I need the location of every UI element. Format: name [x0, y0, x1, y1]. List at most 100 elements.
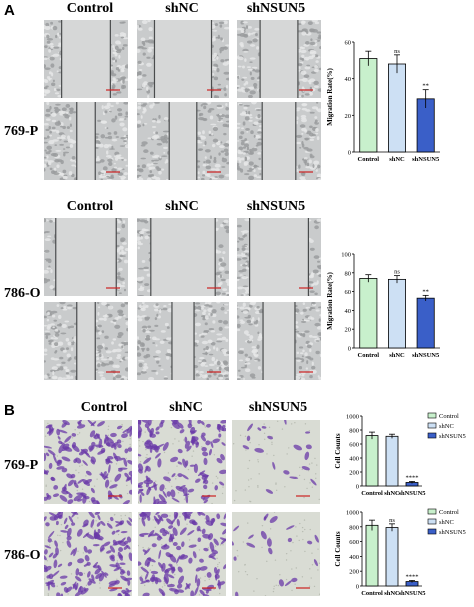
micrograph-transwell-786o-shnsun5 [232, 512, 320, 596]
x-tick-label: Control [358, 352, 380, 359]
micrograph-transwell-769p-control [44, 420, 132, 504]
micrograph-transwell-769p-shnsun5 [232, 420, 320, 504]
y-tick-label: 0 [356, 484, 359, 491]
column-title-shnc-a: shNC [165, 1, 199, 16]
y-tick-label: 200 [349, 569, 359, 576]
row-label-786o-b: 786-O [4, 548, 41, 563]
y-tick-label: 100 [341, 252, 351, 259]
column-title-shnsun5-a: shNSUN5 [246, 1, 306, 16]
y-tick-label: 800 [349, 524, 359, 531]
column-title-control-a2: Control [66, 199, 114, 214]
micrograph-769p-shnsun5-0h [237, 20, 321, 98]
column-title-shnsun5-a2: shNSUN5 [246, 199, 306, 214]
legend-swatch [427, 508, 437, 515]
legend-entry: Control [439, 509, 459, 516]
row-label-769p-a: 769-P [4, 124, 39, 139]
legend-entry: Control [439, 413, 459, 420]
panel-letter-b: B [4, 402, 15, 419]
x-tick-label: shNC [389, 156, 405, 163]
bar [388, 63, 407, 153]
column-title-control-a: Control [66, 1, 114, 16]
y-tick-label: 0 [356, 584, 359, 591]
significance-label: ns [389, 517, 395, 524]
legend-swatch [427, 432, 437, 439]
row-label-769p-b: 769-P [4, 458, 39, 473]
x-tick-label: Control [358, 156, 380, 163]
y-tick-label: 20 [345, 327, 352, 334]
micrograph-786o-shnsun5-24h [237, 302, 321, 380]
micrograph-transwell-786o-shnc [138, 512, 226, 596]
y-tick-label: 60 [345, 289, 352, 296]
legend-entry: shNSUN5 [439, 433, 466, 440]
y-tick-label: 800 [349, 428, 359, 435]
x-tick-label: shNSUN5 [412, 352, 440, 359]
y-tick-label: 0 [348, 150, 351, 157]
y-tick-label: 1000 [346, 414, 359, 421]
micrograph-transwell-786o-control [44, 512, 132, 596]
bar [359, 58, 378, 153]
micrograph-transwell-769p-shnc [138, 420, 226, 504]
row-label-786o-a: 786-O [4, 286, 41, 301]
micrograph-769p-shnc-0h [137, 20, 229, 98]
x-tick-label: shNSUN5 [398, 590, 426, 597]
y-tick-label: 600 [349, 539, 359, 546]
x-tick-label: Control [361, 590, 383, 597]
y-tick-label: 400 [349, 456, 359, 463]
significance-label: ** [422, 288, 429, 295]
micrograph-786o-control-0h [44, 218, 128, 296]
bar [365, 435, 379, 487]
chart-cellcounts-769p: Cell Counts 0 200 400 600 800 1000 Control shNC *… [332, 410, 472, 502]
bar [416, 297, 435, 349]
bar [388, 278, 407, 349]
y-axis-label: Cell Counts [334, 531, 342, 566]
micrograph-786o-shnsun5-0h [237, 218, 321, 296]
column-title-shnsun5-b: shNSUN5 [248, 400, 308, 415]
y-tick-label: 400 [349, 554, 359, 561]
x-tick-label: shNSUN5 [412, 156, 440, 163]
significance-label: **** [406, 573, 419, 580]
y-tick-label: 60 [345, 40, 352, 47]
bar [385, 435, 399, 487]
chart-migration-769p: Migration Rate(%) 0 20 40 60 Control ns shNC ** s… [324, 36, 464, 168]
column-title-control-b: Control [80, 400, 128, 415]
significance-label: ns [394, 269, 400, 276]
x-tick-label: Control [361, 490, 383, 497]
legend-entry: shNC [439, 423, 454, 430]
legend-swatch [427, 518, 437, 525]
y-tick-label: 600 [349, 442, 359, 449]
chart-cellcounts-786o: Cell Counts 0 200 400 600 800 1000 Control ns shN… [332, 506, 472, 602]
bar [385, 527, 399, 587]
significance-label: ** [422, 83, 429, 90]
significance-label: ns [394, 48, 400, 55]
micrograph-769p-shnc-24h [137, 102, 229, 180]
y-tick-label: 40 [345, 308, 352, 315]
column-title-shnc-a2: shNC [165, 199, 199, 214]
x-tick-label: shNC [384, 590, 400, 597]
micrograph-769p-control-24h [44, 102, 128, 180]
micrograph-786o-shnc-0h [137, 218, 229, 296]
y-axis-label: Migration Rate(%) [326, 67, 334, 125]
x-tick-label: shNC [384, 490, 400, 497]
y-tick-label: 80 [345, 270, 352, 277]
x-tick-label: shNC [389, 352, 405, 359]
legend-entry: shNC [439, 519, 454, 526]
legend-entry: shNSUN5 [439, 529, 466, 536]
x-tick-label: shNSUN5 [398, 490, 426, 497]
legend-swatch [427, 528, 437, 535]
y-tick-label: 1000 [346, 510, 359, 517]
micrograph-786o-shnc-24h [137, 302, 229, 380]
y-axis-label: Migration Rate(%) [326, 271, 334, 329]
significance-label: **** [406, 474, 419, 481]
chart-migration-786o: Migration Rate(%) 0 20 40 60 80 100 Control ns sh… [324, 248, 464, 364]
column-title-shnc-b: shNC [169, 400, 203, 415]
y-tick-label: 0 [348, 346, 351, 353]
bar [359, 278, 378, 349]
micrograph-769p-control-0h [44, 20, 128, 98]
y-tick-label: 20 [345, 113, 352, 120]
bar [365, 524, 379, 587]
micrograph-786o-control-24h [44, 302, 128, 380]
y-tick-label: 200 [349, 470, 359, 477]
micrograph-769p-shnsun5-24h [237, 102, 321, 180]
y-axis-label: Cell Counts [334, 433, 342, 468]
y-tick-label: 40 [345, 76, 352, 83]
